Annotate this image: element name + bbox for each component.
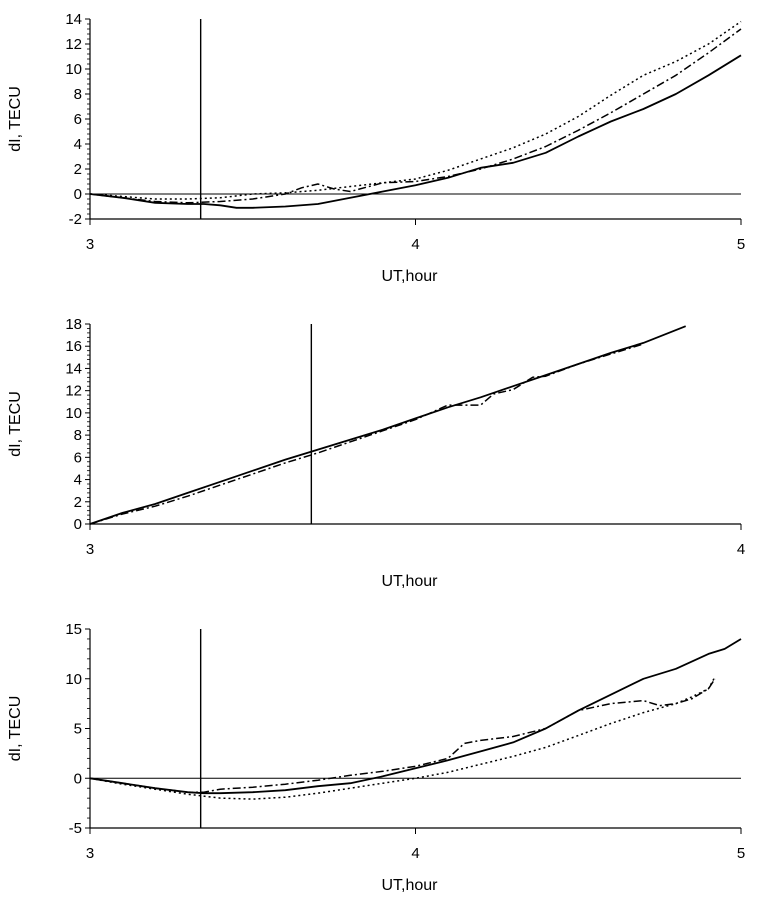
y-tick-label: 14 bbox=[65, 11, 82, 28]
y-tick-label: 10 bbox=[65, 405, 82, 422]
y-tick-label: 16 bbox=[65, 338, 82, 355]
y-tick-label: 18 bbox=[65, 316, 82, 333]
y-tick-label: 12 bbox=[65, 383, 82, 400]
chart-panel-1: -2 0 2 4 6 8 10 12 14 3 4 5 UT,hour dI, TECU bbox=[7, 11, 745, 285]
x-axis-title: UT,hour bbox=[381, 268, 438, 285]
y-tick-label: 0 bbox=[74, 770, 82, 787]
series-line-dash-dot bbox=[89, 28, 742, 204]
y-tick-label: 15 bbox=[65, 621, 82, 638]
y-tick-label: 14 bbox=[65, 360, 82, 377]
y-axis-title: dI, TECU bbox=[7, 696, 24, 762]
y-tick-label: 12 bbox=[65, 36, 82, 53]
y-tick-label: 6 bbox=[74, 449, 82, 466]
y-tick-label: 2 bbox=[74, 161, 82, 178]
y-tick-label: 10 bbox=[65, 671, 82, 688]
series-line-dotted bbox=[89, 676, 716, 800]
y-axis-title: dI, TECU bbox=[7, 86, 24, 152]
x-tick-label: 3 bbox=[86, 541, 94, 558]
y-tick-label: 0 bbox=[74, 516, 82, 533]
y-tick-label: -2 bbox=[69, 211, 82, 228]
y-tick-label: 2 bbox=[74, 494, 82, 511]
y-tick-label: 10 bbox=[65, 61, 82, 78]
x-tick-label: 3 bbox=[86, 845, 94, 862]
series-line-dash-dot bbox=[89, 678, 716, 793]
y-tick-label: 6 bbox=[74, 111, 82, 128]
series-line-dotted bbox=[89, 20, 742, 200]
x-tick-label: 5 bbox=[737, 236, 745, 253]
y-tick-label: 4 bbox=[74, 472, 82, 489]
x-tick-label: 4 bbox=[411, 845, 419, 862]
y-tick-label: 8 bbox=[74, 86, 82, 103]
x-tick-label: 3 bbox=[86, 236, 94, 253]
y-tick-label: 4 bbox=[74, 136, 82, 153]
y-tick-label: 0 bbox=[74, 186, 82, 203]
x-axis-title: UT,hour bbox=[381, 573, 438, 590]
chart-panel-2: 0 2 4 6 8 10 12 14 16 18 3 4 UT,hour dI, TECU bbox=[7, 316, 745, 590]
x-axis-title: UT,hour bbox=[381, 877, 438, 894]
chart-panel-3: -5 0 5 10 15 3 4 5 UT,hour dI, TECU bbox=[7, 621, 745, 894]
y-tick-label: 8 bbox=[74, 427, 82, 444]
x-tick-label: 5 bbox=[737, 845, 745, 862]
x-tick-label: 4 bbox=[737, 541, 745, 558]
y-axis-title: dI, TECU bbox=[7, 391, 24, 457]
y-tick-label: -5 bbox=[69, 820, 82, 837]
x-tick-label: 4 bbox=[411, 236, 419, 253]
series-line-solid bbox=[89, 638, 742, 795]
y-tick-label: 5 bbox=[74, 721, 82, 738]
series-line-dash-dot bbox=[89, 343, 644, 525]
series-line-solid bbox=[89, 54, 742, 209]
series-line-solid bbox=[89, 325, 687, 525]
